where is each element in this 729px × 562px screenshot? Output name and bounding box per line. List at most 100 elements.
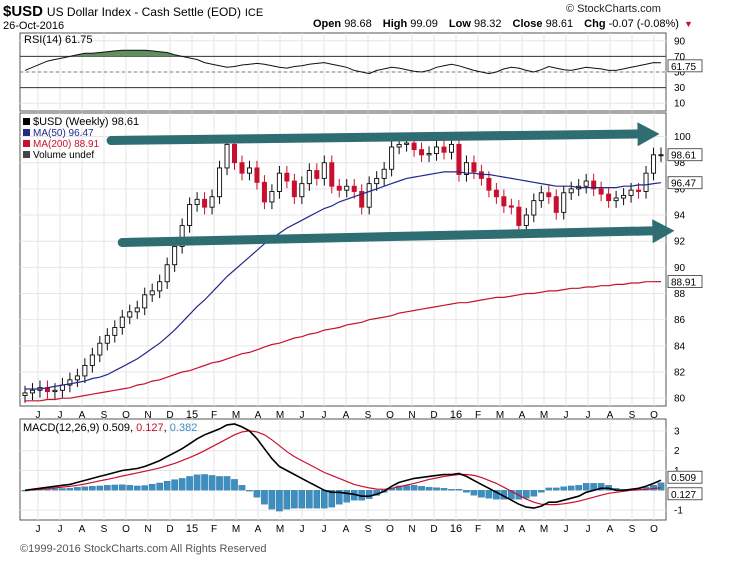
candle-body xyxy=(456,143,462,175)
macd-histogram-bar xyxy=(59,488,66,491)
legend-swatch xyxy=(23,118,30,125)
candle-body xyxy=(299,183,305,198)
candle-body xyxy=(74,375,80,381)
macd-y-tick-label: 2 xyxy=(674,446,680,457)
high-value: 99.09 xyxy=(410,18,438,30)
low-label: Low xyxy=(448,18,471,30)
candle-body xyxy=(636,189,642,192)
macd-histogram-bar xyxy=(575,485,582,491)
candle-body xyxy=(411,142,417,151)
chart-title: $USD US Dollar Index - Cash Settle (EOD)… xyxy=(3,3,263,20)
candle-body xyxy=(523,214,529,226)
macd-histogram-bar xyxy=(410,485,418,491)
macd-histogram-bar xyxy=(291,490,298,509)
candle-body xyxy=(164,264,170,283)
candle-body xyxy=(329,162,335,187)
price-y-tick-label: 92 xyxy=(674,237,686,248)
macd-label-part: 0.127 xyxy=(136,422,164,434)
candle-body xyxy=(194,198,200,206)
candle-body xyxy=(149,290,155,296)
macd-histogram-bar xyxy=(246,490,253,492)
candle-body xyxy=(209,196,215,208)
rsi-y-tick-label: 30 xyxy=(674,83,686,94)
candle-body xyxy=(598,188,604,195)
caret-down-icon: ▼ xyxy=(684,19,693,29)
candle-body xyxy=(471,162,477,173)
candle-body xyxy=(314,170,320,179)
candle-body xyxy=(82,365,88,377)
macd-histogram-bar xyxy=(261,490,268,505)
candle-body xyxy=(553,196,559,213)
macd-histogram-bar xyxy=(298,490,306,509)
price-y-tick-label: 100 xyxy=(674,132,691,143)
candle-body xyxy=(426,153,432,156)
macd-histogram-bar xyxy=(597,483,605,491)
price-last-value-box xyxy=(667,148,703,162)
macd-histogram-bar xyxy=(403,485,410,491)
lower-trend-arrow-head xyxy=(652,219,675,244)
macd-histogram-bar xyxy=(186,476,193,491)
signal-last-value-box xyxy=(667,487,703,501)
candle-body xyxy=(621,194,627,199)
macd-histogram-bar xyxy=(567,485,575,491)
macd-histogram-bar xyxy=(118,484,126,491)
price-panel xyxy=(19,112,667,407)
macd-histogram-bar xyxy=(470,490,478,496)
candle-body xyxy=(419,149,425,156)
candle-body xyxy=(448,143,455,153)
price-x-tick-label: F xyxy=(475,410,481,421)
macd-histogram-bar xyxy=(283,490,291,510)
macd-x-tick-label: N xyxy=(408,524,415,535)
candle-body xyxy=(389,146,395,170)
macd-histogram-bar xyxy=(133,485,141,491)
candle-body xyxy=(224,143,230,169)
candle-body xyxy=(142,294,148,309)
candle-body xyxy=(516,206,522,226)
macd-x-tick-label: D xyxy=(430,524,437,535)
macd-histogram-bar xyxy=(74,487,81,491)
close-label: Close xyxy=(512,18,543,30)
candle-body xyxy=(269,191,275,203)
macd-histogram-bar xyxy=(455,489,463,491)
candle-body xyxy=(374,177,380,185)
macd-label-part: 0.509, xyxy=(102,422,136,434)
macd-histogram-bar xyxy=(537,490,545,493)
price-x-tick-label: S xyxy=(365,410,372,421)
macd-x-tick-label: O xyxy=(386,524,394,535)
ma50-last-value-box xyxy=(667,176,703,190)
chart-date: 26-Oct-2016 xyxy=(3,20,65,32)
candle-body xyxy=(546,192,552,198)
candle-body xyxy=(276,172,282,192)
ma200-line xyxy=(25,281,662,402)
stockcharts-logo[interactable]: © StockCharts.com xyxy=(566,3,661,15)
candle-body xyxy=(493,189,499,198)
macd-x-tick-label: J xyxy=(36,524,41,535)
candle-body xyxy=(434,146,440,154)
rsi-line xyxy=(24,49,662,75)
price-x-tick-label: 15 xyxy=(186,409,198,421)
candle-body xyxy=(89,354,95,366)
upper-trend-arrow-head xyxy=(637,122,660,147)
price-y-tick-label: 88 xyxy=(674,289,686,300)
price-legend-item: MA(200) 88.91 xyxy=(33,139,100,150)
macd-histogram-bar xyxy=(51,488,59,491)
price-x-tick-label: S xyxy=(101,410,108,421)
price-x-tick-label: A xyxy=(519,410,526,421)
price-x-tick-label: F xyxy=(211,410,217,421)
candle-body xyxy=(119,316,125,328)
candle-body xyxy=(404,142,410,145)
price-legend-item: $USD (Weekly) 98.61 xyxy=(33,116,139,128)
candle-body xyxy=(261,181,267,203)
candle-body xyxy=(336,185,342,191)
rsi-y-tick-label: 90 xyxy=(674,36,686,47)
price-x-tick-label: 16 xyxy=(450,409,462,421)
candle-body xyxy=(179,225,185,247)
price-x-tick-label: A xyxy=(79,410,86,421)
price-x-tick-label: M xyxy=(276,410,284,421)
candle-body xyxy=(284,172,290,182)
macd-histogram-bar xyxy=(657,482,665,491)
high-label: High xyxy=(382,18,408,30)
candle-body xyxy=(538,192,544,202)
price-y-tick-label: 94 xyxy=(674,211,686,222)
price-x-tick-label: S xyxy=(629,410,636,421)
